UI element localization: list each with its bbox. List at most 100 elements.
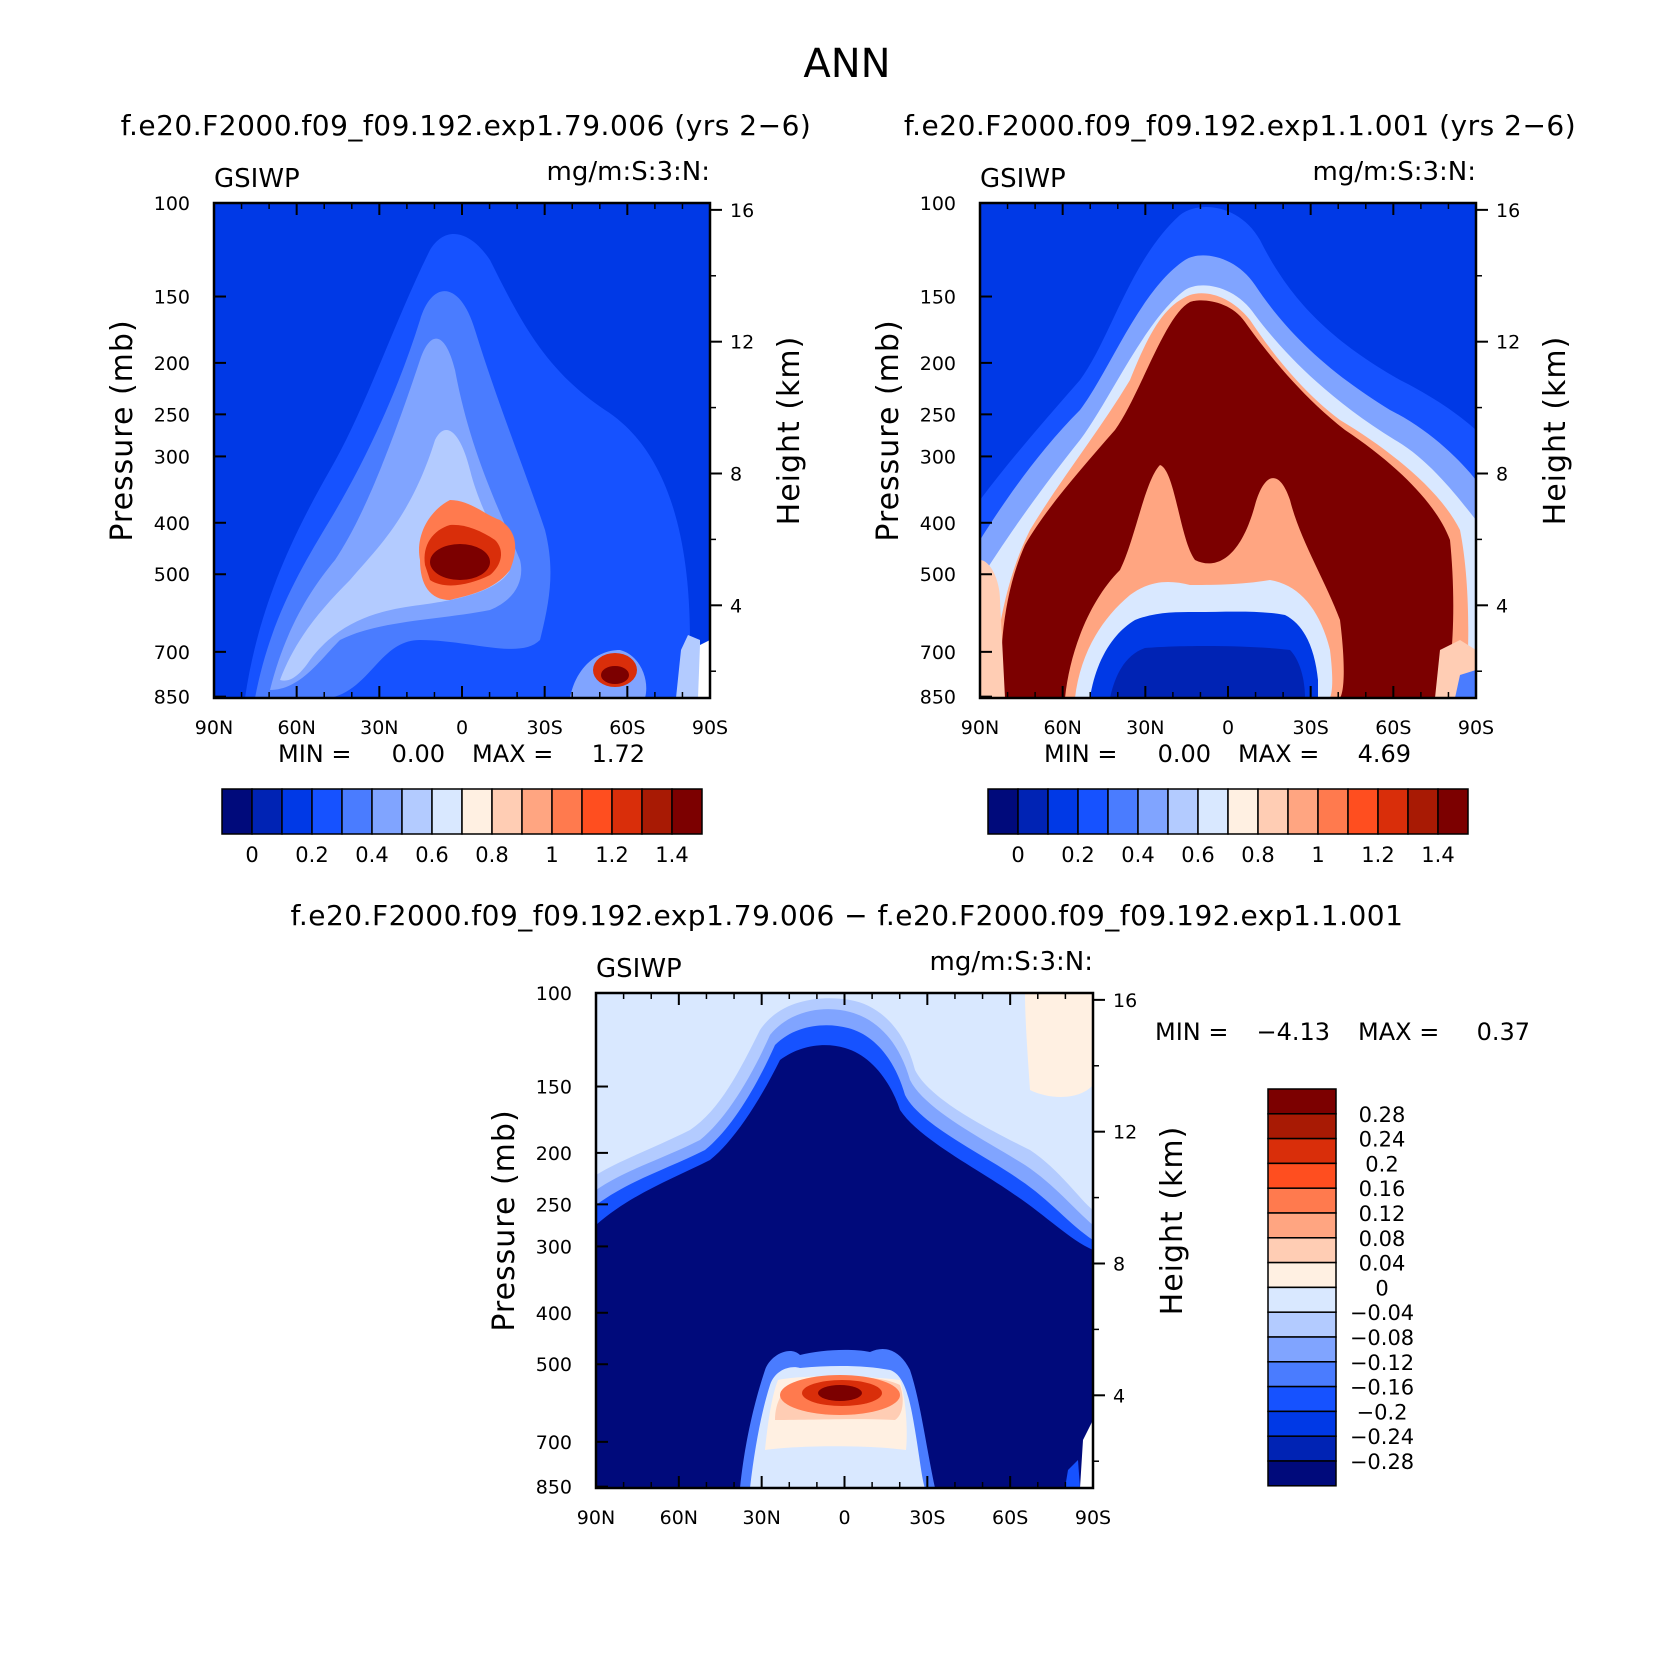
- colorbar-swatch: [1437, 788, 1469, 835]
- colorbar-swatch: [1197, 788, 1229, 835]
- colorbar-swatch: [551, 788, 583, 835]
- y-tick-label: 200: [536, 1143, 572, 1165]
- colorbar-swatch: [1267, 1088, 1337, 1115]
- panel-1: f.e20.F2000.f09_f09.192.exp1.79.006 (yrs…: [105, 109, 811, 867]
- colorbar-swatch: [1017, 788, 1049, 835]
- x-tick-label: 30N: [1126, 717, 1164, 739]
- y-axis-title: Pressure (mb): [871, 319, 906, 541]
- colorbar-label: 0: [245, 843, 258, 867]
- x-tick-label: 30S: [909, 1507, 945, 1529]
- colorbar-label: −0.08: [1350, 1326, 1414, 1350]
- colorbar-swatch: [1267, 1162, 1337, 1189]
- colorbar-swatch: [1137, 788, 1169, 835]
- panel-2-axes: 90N 60N 30N 0 30S 60S 90S 100 150 200 250 300 400 500…: [871, 193, 1573, 739]
- panel-3-max-value: 0.37: [1477, 1018, 1530, 1046]
- colorbar-label: 0.2: [1061, 843, 1094, 867]
- colorbar-swatch: [1267, 1286, 1337, 1313]
- panel-2-title: f.e20.F2000.f09_f09.192.exp1.1.001 (yrs …: [904, 109, 1576, 142]
- p3-fill-negative-arch: [596, 1045, 1093, 1488]
- colorbar-label: 1.2: [1361, 843, 1394, 867]
- y-tick-label: 700: [920, 642, 956, 664]
- colorbar-label: 0.8: [475, 843, 508, 867]
- colorbar-label: −0.04: [1350, 1301, 1414, 1325]
- x-tick-label: 30N: [360, 717, 398, 739]
- y-tick-label: 400: [920, 513, 956, 535]
- colorbar-label: −0.12: [1350, 1351, 1414, 1375]
- x-tick-label: 90S: [692, 717, 728, 739]
- colorbar-label: 0.08: [1359, 1227, 1406, 1251]
- y-tick-label: 850: [536, 1477, 572, 1499]
- x-tick-label: 90S: [1075, 1507, 1111, 1529]
- height-tick-label: 12: [730, 332, 754, 354]
- colorbar-label: 1: [545, 843, 558, 867]
- panel-2: f.e20.F2000.f09_f09.192.exp1.1.001 (yrs …: [871, 109, 1576, 867]
- y-axis-title: Pressure (mb): [105, 319, 140, 541]
- y-tick-label: 150: [154, 287, 190, 309]
- colorbar-swatch: [371, 788, 403, 835]
- height-tick-label: 8: [730, 463, 742, 485]
- colorbar-label: 0.28: [1359, 1103, 1406, 1127]
- panel-3-colorbar: 0.280.240.20.160.120.080.040−0.04−0.08−0…: [1267, 1088, 1414, 1487]
- panel-1-max-value: 1.72: [592, 740, 645, 768]
- colorbar-swatch: [1257, 788, 1289, 835]
- colorbar-label: 0: [1011, 843, 1024, 867]
- colorbar-label: 0.6: [1181, 843, 1214, 867]
- panel-3-title: f.e20.F2000.f09_f09.192.exp1.79.006 − f.…: [291, 899, 1404, 932]
- panel-1-axes: 90N 60N 30N 0 30S 60S 90S 100 150 200 250 300 400 500…: [105, 193, 807, 739]
- x-tick-label: 0: [456, 717, 468, 739]
- x-tick-label: 90N: [577, 1507, 615, 1529]
- colorbar-label: −0.16: [1350, 1376, 1414, 1400]
- panel-3-contours: [596, 993, 1093, 1488]
- x-tick-label: 60N: [277, 717, 315, 739]
- colorbar-swatch: [1077, 788, 1109, 835]
- colorbar-swatch: [1047, 788, 1079, 835]
- x-tick-label: 60N: [1043, 717, 1081, 739]
- y-axis-title: Pressure (mb): [487, 1109, 522, 1331]
- y-tick-label: 500: [920, 564, 956, 586]
- colorbar-swatch: [1267, 1187, 1337, 1214]
- y-tick-label: 300: [154, 446, 190, 468]
- height-tick-label: 8: [1113, 1253, 1125, 1275]
- colorbar-label: 1.4: [655, 843, 688, 867]
- x-tick-label: 90N: [961, 717, 999, 739]
- colorbar-swatch: [521, 788, 553, 835]
- colorbar-swatch: [1267, 1311, 1337, 1338]
- colorbar-swatch: [1267, 1460, 1337, 1487]
- y-tick-label: 700: [154, 642, 190, 664]
- y-tick-label: 500: [536, 1354, 572, 1376]
- colorbar-label: 0.2: [295, 843, 328, 867]
- y-axis-right-title: Height (km): [1538, 336, 1573, 526]
- panel-1-min-label: MIN =: [278, 740, 351, 768]
- colorbar-label: −0.24: [1350, 1425, 1414, 1449]
- colorbar-swatch: [641, 788, 673, 835]
- colorbar-label: 0.16: [1359, 1177, 1406, 1201]
- x-tick-label: 90S: [1458, 717, 1494, 739]
- p1-fill-core-max: [430, 544, 490, 580]
- height-tick-label: 16: [730, 200, 754, 222]
- y-tick-label: 400: [536, 1303, 572, 1325]
- p1-fill-mid3: [280, 430, 510, 681]
- colorbar-label: 0: [1375, 1276, 1388, 1300]
- colorbar-swatch: [1267, 1237, 1337, 1264]
- colorbar-label: −0.2: [1357, 1400, 1408, 1424]
- panel-3-right-label: mg/m:S:3:N:: [930, 947, 1093, 977]
- x-tick-label: 60S: [609, 717, 645, 739]
- panel-1-colorbar: 0 0.2 0.4 0.6 0.8 1 1.2 1.4: [221, 788, 703, 867]
- height-tick-label: 4: [730, 595, 742, 617]
- panel-2-max-label: MAX =: [1238, 740, 1319, 768]
- colorbar-label: −0.28: [1350, 1450, 1414, 1474]
- colorbar-swatch: [431, 788, 463, 835]
- colorbar-label: 0.12: [1359, 1202, 1406, 1226]
- colorbar-label: 1.2: [595, 843, 628, 867]
- y-tick-label: 700: [536, 1432, 572, 1454]
- p3-fill-max: [818, 1385, 862, 1401]
- colorbar-label: 1: [1311, 843, 1324, 867]
- colorbar-swatch: [1267, 1361, 1337, 1388]
- x-tick-label: 30S: [527, 717, 563, 739]
- colorbar-swatch: [1107, 788, 1139, 835]
- panel-1-right-label: mg/m:S:3:N:: [547, 157, 710, 187]
- p3-fill-positive-corner: [1025, 993, 1093, 1097]
- colorbar-swatch: [1287, 788, 1319, 835]
- panel-2-max-value: 4.69: [1358, 740, 1411, 768]
